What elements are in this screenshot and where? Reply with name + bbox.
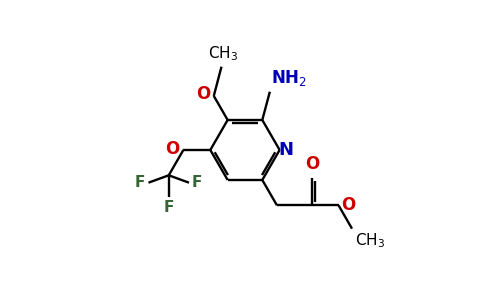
Text: F: F xyxy=(192,175,202,190)
Text: O: O xyxy=(196,85,210,103)
Text: O: O xyxy=(305,155,319,173)
Text: F: F xyxy=(135,175,145,190)
Text: N: N xyxy=(278,141,293,159)
Text: CH$_3$: CH$_3$ xyxy=(208,44,238,63)
Text: O: O xyxy=(165,140,180,158)
Text: O: O xyxy=(342,196,356,214)
Text: CH$_3$: CH$_3$ xyxy=(355,231,385,250)
Text: F: F xyxy=(164,200,174,215)
Text: NH$_2$: NH$_2$ xyxy=(272,68,307,88)
